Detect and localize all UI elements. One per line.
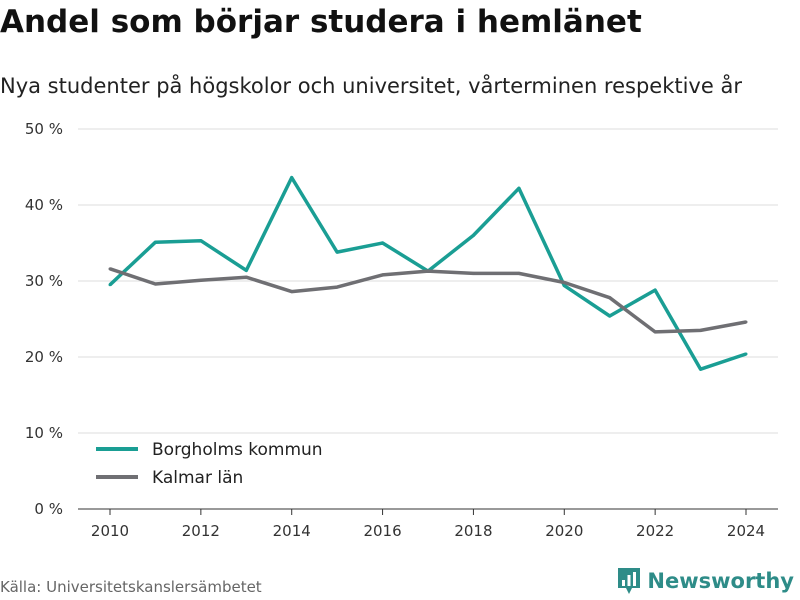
- data-point-1: [744, 320, 748, 324]
- data-point-1: [608, 296, 612, 300]
- chart-title: Andel som börjar studera i hemlänet: [0, 4, 642, 40]
- x-tick-label: 2022: [636, 522, 674, 540]
- data-point-1: [381, 273, 385, 277]
- data-point-0: [153, 240, 157, 244]
- x-tick-label: 2010: [91, 522, 129, 540]
- data-point-0: [562, 284, 566, 288]
- series-line-1: [109, 267, 747, 334]
- data-point-1: [471, 271, 475, 275]
- x-tick-label: 2014: [273, 522, 311, 540]
- data-point-0: [699, 367, 703, 371]
- data-point-0: [335, 250, 339, 254]
- data-point-1: [562, 281, 566, 285]
- data-point-1: [244, 275, 248, 279]
- y-tick-label: 10 %: [25, 424, 63, 442]
- series-line-0: [108, 175, 747, 371]
- axes: 0 % 10 % 20 % 30 % 40 % 50 % 2010 2012 2014 2016 2…: [25, 120, 778, 540]
- gridlines: [78, 128, 778, 434]
- legend: Borgholms kommun Kalmar län: [96, 440, 323, 488]
- data-point-0: [471, 233, 475, 237]
- data-point-0: [653, 288, 657, 292]
- x-tick-label: 2016: [363, 522, 401, 540]
- series-lines: [108, 175, 748, 371]
- brand-name: Newsworthy: [647, 569, 794, 593]
- data-point-0: [517, 186, 521, 190]
- data-point-1: [517, 271, 521, 275]
- legend-label: Borgholms kommun: [152, 440, 323, 460]
- y-tick-label: 40 %: [25, 196, 63, 214]
- data-point-1: [699, 328, 703, 332]
- data-point-1: [153, 282, 157, 286]
- data-point-0: [608, 314, 612, 318]
- source-note: Källa: Universitetskanslersämbetet: [0, 578, 262, 596]
- brand-logo: Newsworthy: [617, 567, 794, 595]
- legend-label: Kalmar län: [152, 468, 243, 488]
- data-point-1: [199, 278, 203, 282]
- x-tick-label: 2018: [454, 522, 492, 540]
- data-point-1: [290, 290, 294, 294]
- data-point-1: [108, 267, 112, 271]
- data-point-0: [381, 241, 385, 245]
- data-point-0: [108, 283, 112, 287]
- y-tick-label: 0 %: [34, 500, 63, 518]
- y-tick-label: 30 %: [25, 272, 63, 290]
- x-tick-label: 2012: [182, 522, 220, 540]
- data-point-1: [653, 330, 657, 334]
- x-tick-label: 2020: [545, 522, 583, 540]
- bar-chart-logo-icon: [618, 568, 641, 594]
- y-tick-label: 20 %: [25, 348, 63, 366]
- x-tick-label: 2024: [727, 522, 765, 540]
- data-point-0: [290, 176, 294, 180]
- data-point-0: [199, 239, 203, 243]
- data-point-1: [335, 285, 339, 289]
- chart-subtitle: Nya studenter på högskolor och universit…: [0, 74, 742, 98]
- data-point-0: [744, 352, 748, 356]
- data-point-1: [426, 269, 430, 273]
- y-tick-label: 50 %: [25, 120, 63, 138]
- data-point-0: [244, 268, 248, 272]
